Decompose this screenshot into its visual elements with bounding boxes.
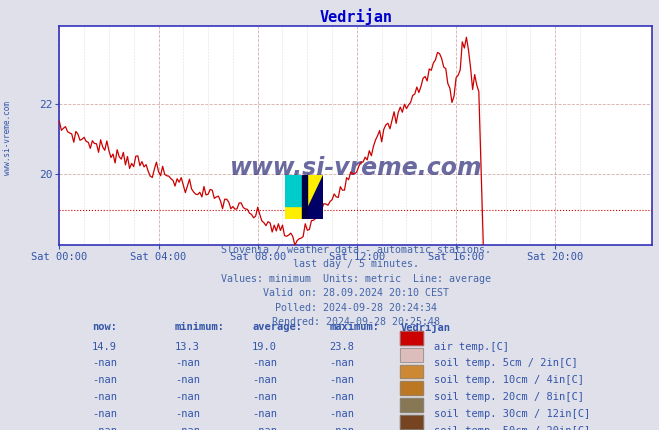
Text: Vedrijan: Vedrijan	[400, 322, 450, 333]
Bar	[400, 348, 423, 362]
Text: -nan: -nan	[252, 409, 277, 419]
Bar	[400, 381, 423, 395]
Text: 13.3: 13.3	[175, 341, 200, 352]
Text: -nan: -nan	[175, 409, 200, 419]
Text: -nan: -nan	[175, 392, 200, 402]
Text: -nan: -nan	[330, 426, 354, 430]
Text: -nan: -nan	[252, 426, 277, 430]
Text: www.si-vreme.com: www.si-vreme.com	[229, 157, 482, 180]
Text: soil temp. 20cm / 8in[C]: soil temp. 20cm / 8in[C]	[434, 392, 584, 402]
Text: soil temp. 50cm / 20in[C]: soil temp. 50cm / 20in[C]	[434, 426, 590, 430]
Text: -nan: -nan	[252, 392, 277, 402]
Text: soil temp. 5cm / 2in[C]: soil temp. 5cm / 2in[C]	[434, 358, 577, 369]
Bar	[400, 365, 423, 378]
Text: minimum:: minimum:	[175, 322, 225, 332]
Text: -nan: -nan	[175, 375, 200, 385]
Text: -nan: -nan	[175, 358, 200, 369]
Text: -nan: -nan	[92, 358, 117, 369]
Text: Slovenia / weather data - automatic stations.
last day / 5 minutes.
Values: mini: Slovenia / weather data - automatic stat…	[221, 245, 491, 327]
Bar	[400, 331, 423, 345]
Text: -nan: -nan	[92, 392, 117, 402]
Text: maximum:: maximum:	[330, 322, 379, 332]
Bar	[400, 415, 423, 429]
Text: -nan: -nan	[175, 426, 200, 430]
Text: 19.0: 19.0	[252, 341, 277, 352]
Bar	[400, 365, 423, 378]
Text: www.si-vreme.com: www.si-vreme.com	[3, 101, 13, 175]
Text: 23.8: 23.8	[330, 341, 354, 352]
Text: average:: average:	[252, 322, 302, 332]
Text: -nan: -nan	[252, 375, 277, 385]
Bar	[400, 398, 423, 412]
Text: -nan: -nan	[330, 375, 354, 385]
Text: -nan: -nan	[330, 392, 354, 402]
Bar	[400, 331, 423, 345]
Text: -nan: -nan	[92, 409, 117, 419]
Text: soil temp. 10cm / 4in[C]: soil temp. 10cm / 4in[C]	[434, 375, 584, 385]
Text: -nan: -nan	[330, 358, 354, 369]
Text: -nan: -nan	[92, 375, 117, 385]
Bar	[400, 398, 423, 412]
Text: -nan: -nan	[330, 409, 354, 419]
Text: soil temp. 30cm / 12in[C]: soil temp. 30cm / 12in[C]	[434, 409, 590, 419]
Text: -nan: -nan	[252, 358, 277, 369]
Text: -nan: -nan	[92, 426, 117, 430]
Bar	[400, 381, 423, 395]
Text: now:: now:	[92, 322, 117, 332]
Bar	[400, 415, 423, 429]
Text: 14.9: 14.9	[92, 341, 117, 352]
Bar	[400, 348, 423, 362]
Title: Vedrijan: Vedrijan	[320, 8, 392, 25]
Text: air temp.[C]: air temp.[C]	[434, 341, 509, 352]
